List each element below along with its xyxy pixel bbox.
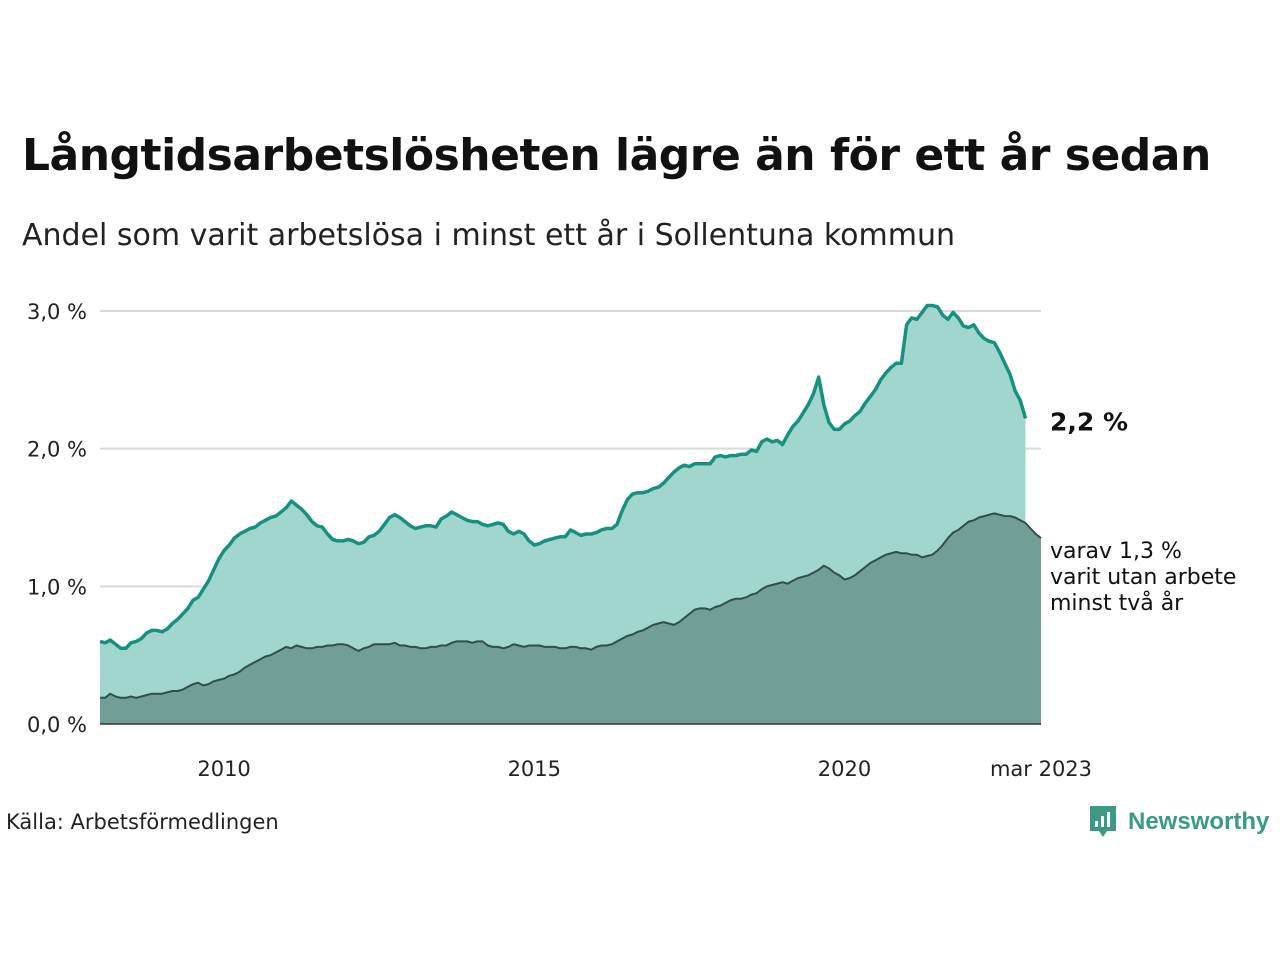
chart-subtitle: Andel som varit arbetslösa i minst ett å… <box>22 218 956 253</box>
y-tick-label: 3,0 % <box>27 300 87 324</box>
long-term-line <box>100 512 1042 699</box>
y-axis-ticks: 0,0 % 1,0 % 2,0 % 3,0 % <box>27 300 87 737</box>
long-term-end-label-line2: varit utan arbete <box>1050 565 1236 590</box>
long-term-end-label-line3: minst två år <box>1050 590 1184 616</box>
y-tick-label: 1,0 % <box>27 575 87 599</box>
x-tick-label: mar 2023 <box>990 757 1092 781</box>
long-term-end-label: varav 1,3 % varit utan arbete minst två … <box>1050 539 1243 616</box>
x-tick-label: 2010 <box>197 757 250 781</box>
long-term-end-label-line1: varav 1,3 % <box>1050 539 1182 564</box>
newsworthy-logo-icon <box>1090 806 1116 837</box>
x-tick-label: 2015 <box>508 757 561 781</box>
y-tick-label: 0,0 % <box>27 713 87 737</box>
total-end-label: 2,2 % <box>1050 407 1128 436</box>
x-axis-ticks: 2010 2015 2020 mar 2023 <box>197 757 1092 781</box>
y-tick-label: 2,0 % <box>27 438 87 462</box>
chart-area: 0,0 % 1,0 % 2,0 % 3,0 % 2010 2015 2020 mar 202… <box>27 300 1243 781</box>
brand-name: Newsworthy <box>1128 808 1270 835</box>
total-line <box>99 303 1028 651</box>
x-tick-label: 2020 <box>818 757 871 781</box>
brand-logo[interactable]: Newsworthy <box>1088 804 1269 840</box>
source-note: Källa: Arbetsförmedlingen <box>6 810 279 834</box>
long-term-area <box>100 513 1041 724</box>
chart-title: Långtidsarbetslösheten lägre än för ett … <box>22 130 1211 181</box>
